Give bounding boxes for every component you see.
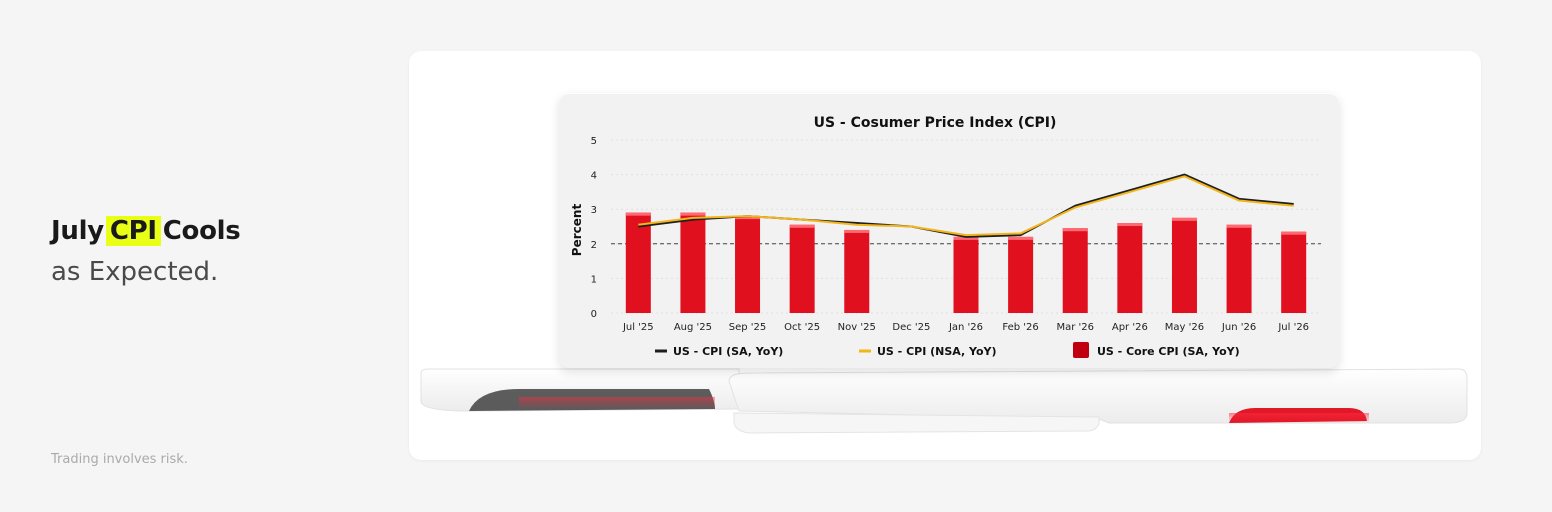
x-tick-label: Nov '25 [838, 322, 876, 333]
headline: July CPI Cools [51, 214, 241, 248]
bar-core-cpi [953, 236, 979, 313]
headline-part1: July [51, 216, 104, 246]
bar-highlight [1117, 223, 1143, 227]
bar-highlight [1008, 236, 1034, 240]
bar-core-cpi [625, 212, 651, 313]
headline-highlight: CPI [105, 216, 161, 246]
risk-disclaimer: Trading involves risk. [51, 452, 188, 467]
bar-highlight [625, 212, 651, 216]
bar-core-cpi [1062, 228, 1088, 313]
legend-label: US - CPI (NSA, YoY) [877, 345, 997, 358]
y-tick-label: 5 [591, 136, 597, 147]
cpi-chart: US - Cosumer Price Index (CPI) Percent 0… [570, 115, 1321, 358]
x-tick-label: Jan '26 [948, 322, 983, 333]
headline-part2: Cools [162, 216, 241, 246]
x-tick-label: Oct '25 [784, 322, 820, 333]
y-axis-ticks: 0 1 2 3 4 5 [591, 136, 597, 320]
y-tick-label: 1 [591, 274, 597, 285]
chart-legend: US - CPI (SA, YoY) US - CPI (NSA, YoY) US … [655, 342, 1240, 358]
bar-core-cpi [735, 216, 761, 313]
bar-core-cpi [680, 212, 706, 313]
bar-core-cpi [1171, 217, 1197, 313]
bar-highlight [953, 236, 979, 240]
bar-series [625, 212, 1307, 313]
x-tick-label: Apr '26 [1112, 322, 1148, 333]
bar-core-cpi [789, 224, 815, 313]
bar-highlight [735, 216, 761, 220]
bar-core-cpi [1281, 231, 1307, 313]
x-axis-ticks: Jul '25 Aug '25 Sep '25 Oct '25 Nov '25 Dec '… [622, 322, 1309, 333]
bar-highlight [1281, 231, 1307, 235]
legend-swatch [1073, 342, 1089, 358]
line-cpi-nsa [638, 175, 1294, 237]
bar-highlight [789, 224, 815, 228]
bar-highlight [1062, 228, 1088, 232]
x-tick-label: Jun '26 [1221, 322, 1256, 333]
bar-core-cpi [1226, 224, 1252, 313]
bar-highlight [1226, 224, 1252, 228]
chart-panel: US - Cosumer Price Index (CPI) Percent 0… [559, 93, 1339, 368]
bar-highlight [1171, 217, 1197, 221]
bar-core-cpi [844, 229, 870, 313]
line-series [638, 173, 1294, 238]
y-tick-label: 4 [591, 171, 597, 182]
x-tick-label: Jul '25 [622, 322, 654, 333]
y-tick-label: 0 [591, 309, 597, 320]
legend-label: US - CPI (SA, YoY) [673, 345, 783, 358]
x-tick-label: Dec '25 [892, 322, 930, 333]
chart-card: US - Cosumer Price Index (CPI) Percent 0… [409, 51, 1481, 460]
x-tick-label: May '26 [1165, 322, 1204, 333]
legend-label: US - Core CPI (SA, YoY) [1097, 345, 1240, 358]
x-tick-label: Feb '26 [1002, 322, 1038, 333]
bar-highlight [680, 212, 706, 216]
y-axis-label: Percent [570, 204, 584, 257]
x-tick-label: Aug '25 [674, 322, 712, 333]
x-tick-label: Sep '25 [729, 322, 767, 333]
bar-core-cpi [1117, 223, 1143, 313]
x-tick-label: Mar '26 [1056, 322, 1094, 333]
y-tick-label: 3 [591, 205, 597, 216]
bar-core-cpi [1008, 236, 1034, 313]
bar-highlight [844, 229, 870, 233]
chart-title: US - Cosumer Price Index (CPI) [814, 115, 1057, 131]
x-tick-label: Jul '26 [1277, 322, 1309, 333]
headline-subline: as Expected. [51, 257, 219, 287]
y-tick-label: 2 [591, 240, 597, 251]
stage-platform [420, 368, 1468, 434]
